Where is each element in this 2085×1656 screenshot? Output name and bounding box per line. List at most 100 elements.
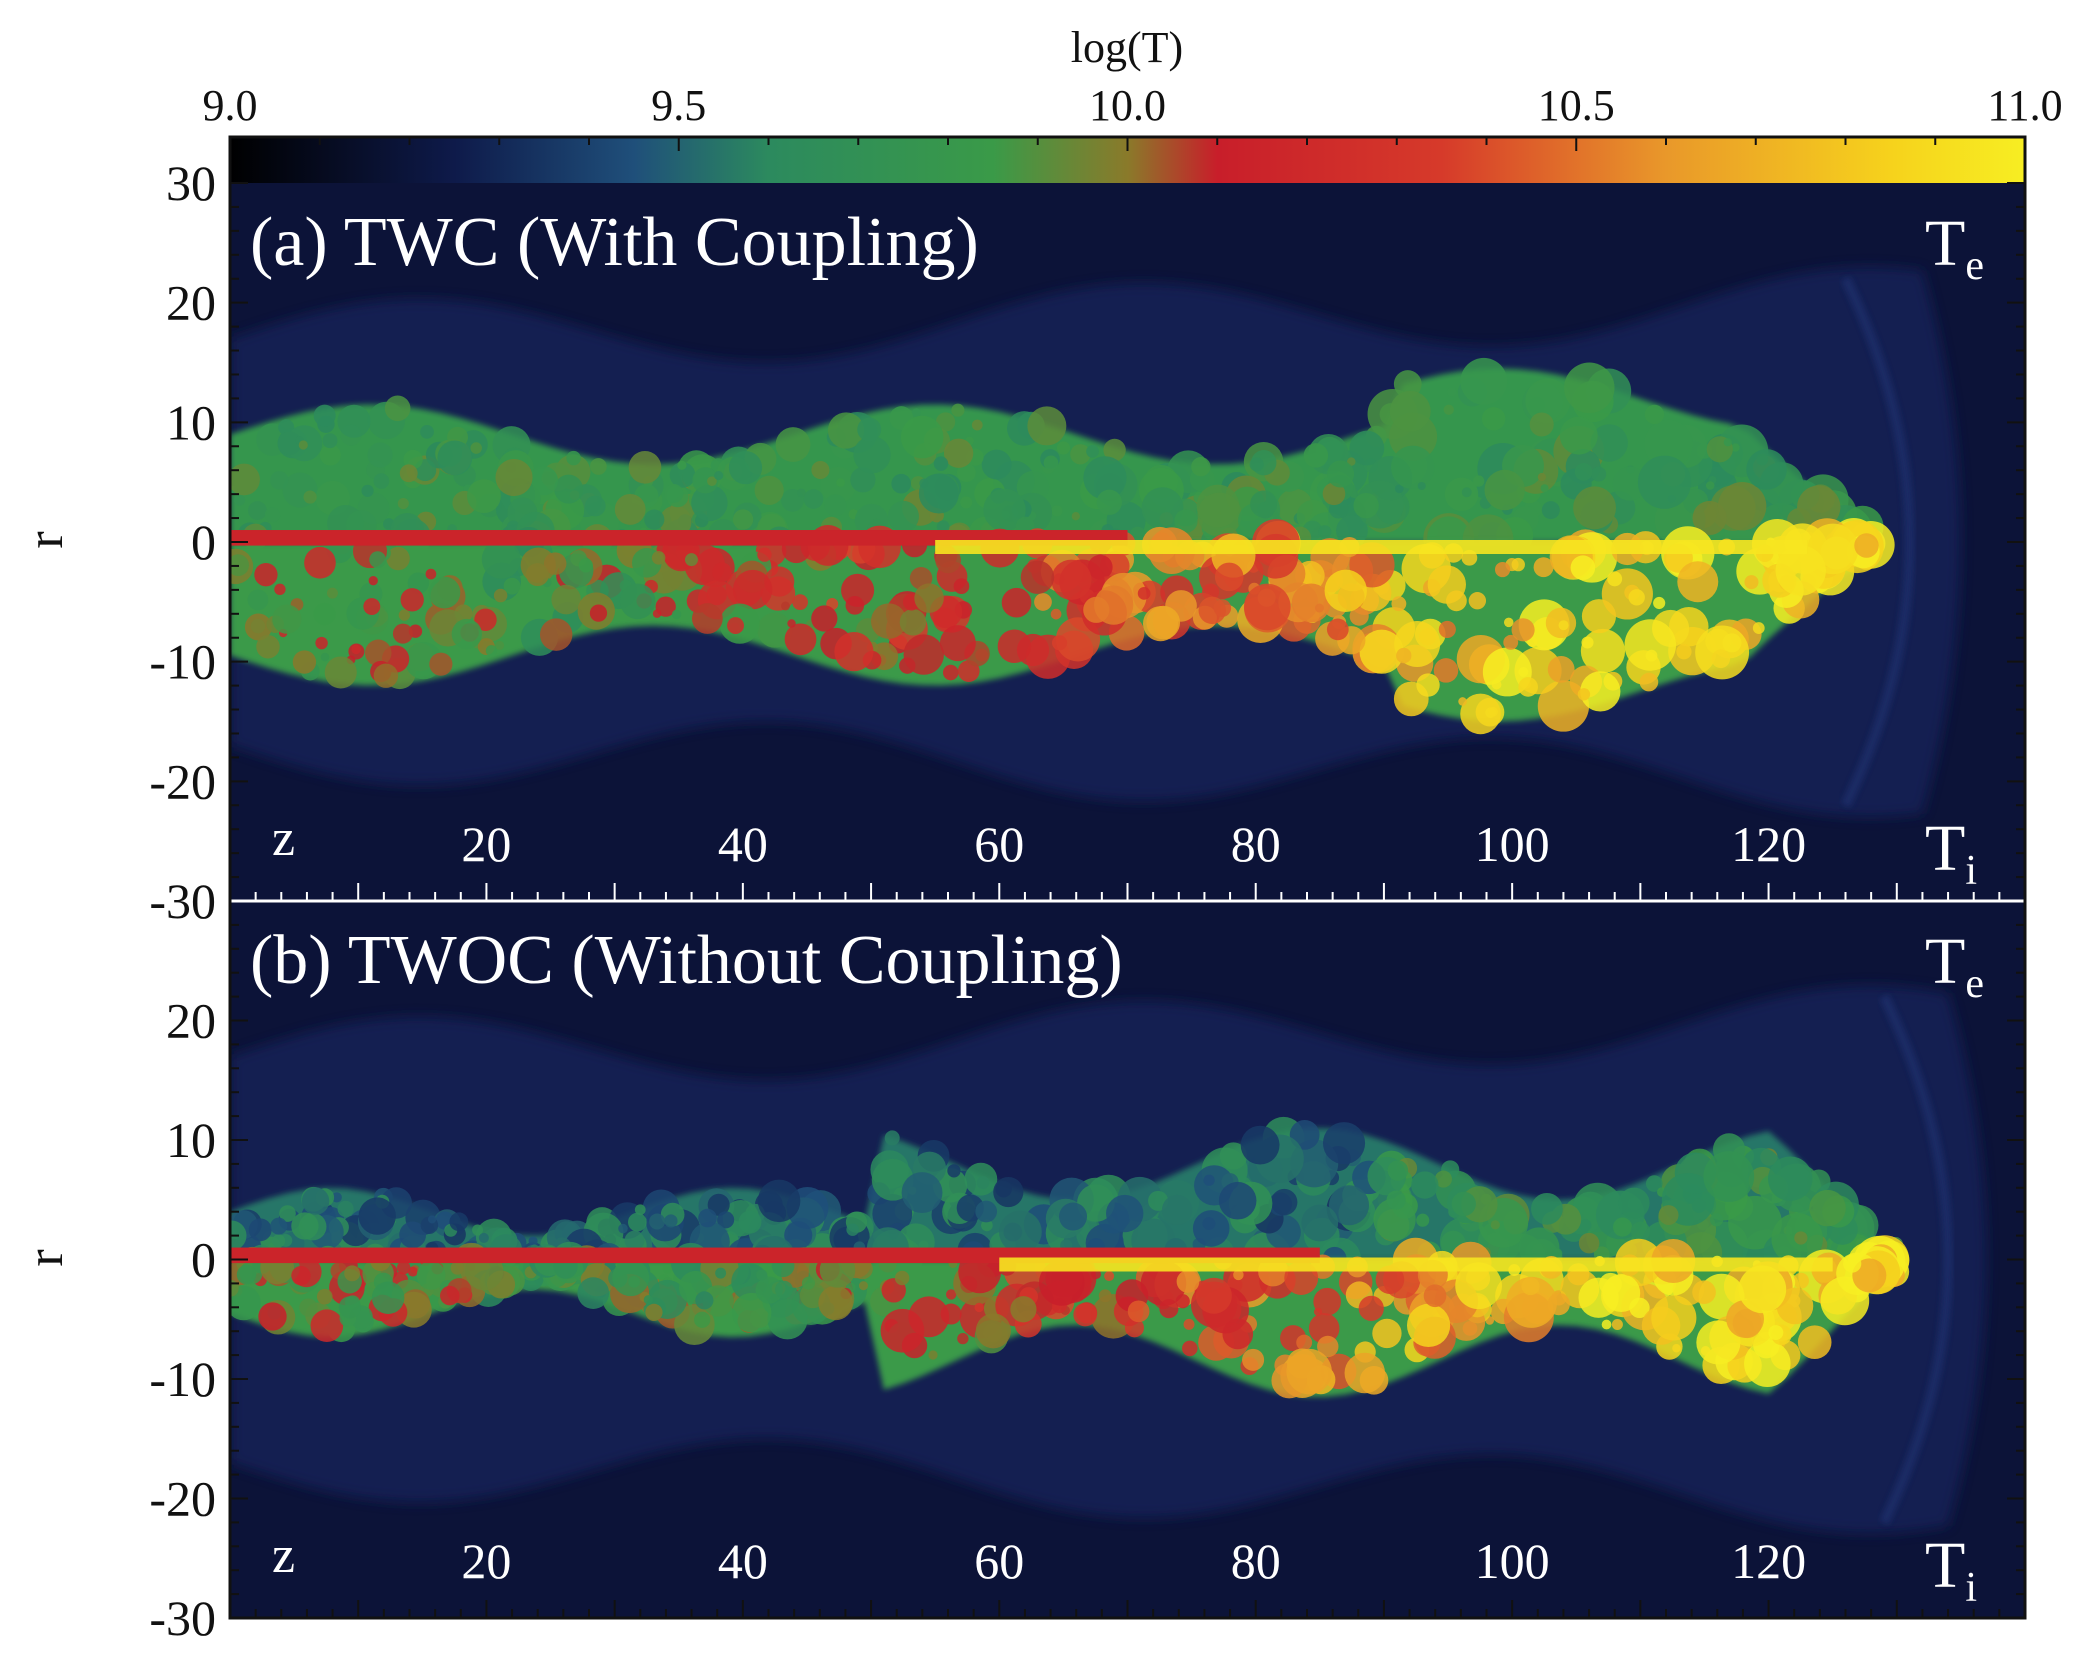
eddy — [543, 552, 567, 575]
panel-a-title: (a) TWC (With Coupling) — [250, 204, 979, 281]
eddy — [717, 1211, 735, 1229]
jet-spine — [230, 530, 1128, 546]
eddy — [803, 489, 824, 509]
panel-b-y-tick-labels: 20 10 0 -10 -20 -30 — [149, 993, 216, 1647]
eddy — [1423, 1284, 1447, 1308]
eddy — [1494, 561, 1511, 578]
eddy — [1137, 587, 1151, 600]
eddy — [645, 1303, 663, 1321]
eddy — [1776, 1287, 1814, 1325]
eddy — [870, 603, 907, 639]
eddy — [1590, 424, 1628, 462]
eddy — [702, 1285, 734, 1317]
eddy — [933, 456, 949, 471]
eddy — [506, 520, 520, 533]
eddy — [1198, 596, 1226, 625]
eddy — [1328, 1185, 1370, 1226]
eddy — [850, 467, 876, 493]
z-tick-label: 40 — [718, 1533, 768, 1589]
eddy — [1098, 1289, 1112, 1303]
eddy — [872, 1193, 913, 1234]
eddy — [627, 1212, 647, 1232]
eddy — [1458, 697, 1467, 706]
eddy — [1521, 1277, 1540, 1296]
eddy — [368, 576, 378, 586]
eddy — [1182, 1340, 1198, 1357]
panel-b-title: (b) TWOC (Without Coupling) — [250, 922, 1123, 999]
eddy — [951, 403, 965, 417]
eddy — [1703, 1151, 1755, 1202]
eddy — [590, 458, 607, 475]
eddy — [313, 404, 336, 427]
z-tick-label: 80 — [1231, 1533, 1281, 1589]
eddy — [1301, 1204, 1339, 1242]
eddy — [707, 1193, 730, 1216]
eddy — [1744, 575, 1759, 590]
eddy — [400, 588, 424, 612]
eddy — [1506, 1276, 1558, 1328]
eddy — [1468, 592, 1487, 610]
eddy — [946, 1289, 957, 1300]
eddy — [894, 1270, 910, 1286]
eddy — [655, 596, 676, 617]
z-tick-label: 100 — [1475, 1533, 1550, 1589]
eddy — [732, 509, 754, 530]
eddy — [1624, 619, 1677, 671]
bow-shock — [1841, 276, 1915, 808]
eddy — [651, 551, 666, 565]
eddy — [757, 1179, 801, 1223]
eddy — [1242, 1348, 1265, 1371]
eddy — [964, 1162, 998, 1196]
eddy — [1050, 608, 1062, 620]
y-tick-label: 10 — [166, 1112, 216, 1168]
eddy — [1797, 1325, 1832, 1360]
eddy — [1372, 1318, 1402, 1349]
eddy — [732, 569, 773, 610]
eddy — [291, 1266, 311, 1286]
eddy — [1518, 677, 1538, 697]
eddy — [1396, 647, 1412, 664]
eddy — [450, 1261, 464, 1275]
eddy — [884, 1130, 900, 1146]
eddy — [1460, 357, 1508, 405]
eddy — [899, 608, 927, 636]
eddy — [1628, 589, 1645, 606]
eddy — [796, 488, 806, 498]
eddy — [939, 625, 976, 662]
eddy — [858, 1281, 868, 1291]
eddy — [692, 467, 719, 494]
eddy — [1317, 1335, 1339, 1358]
eddy — [957, 1332, 969, 1345]
eddy — [1611, 1318, 1623, 1331]
eddy — [528, 1236, 538, 1246]
eddy — [1618, 1187, 1650, 1219]
eddy — [1503, 617, 1514, 628]
eddy — [1511, 557, 1525, 572]
eddy — [993, 1176, 1024, 1208]
eddy — [589, 604, 608, 622]
eddy — [392, 623, 413, 644]
eddy — [279, 1205, 296, 1222]
panel-b: (b) TWOC (Without Coupling) Te Ti z 20 40… — [17, 900, 2026, 1647]
eddy — [1318, 525, 1332, 539]
panel-a-ti-label: Ti — [1925, 812, 1977, 894]
eddy — [659, 505, 692, 538]
eddy — [628, 450, 662, 484]
eddy — [1525, 378, 1571, 424]
eddy — [1393, 370, 1422, 398]
eddy — [981, 449, 1012, 480]
bow-shock — [1879, 994, 1954, 1525]
eddy — [485, 645, 498, 657]
eddy — [230, 463, 260, 496]
eddy — [1303, 443, 1329, 468]
eddy — [1203, 1174, 1215, 1186]
panel-a-field — [230, 266, 1961, 818]
eddy — [495, 458, 533, 497]
eddy — [428, 576, 461, 609]
y-tick-label: 0 — [191, 514, 216, 570]
eddy — [420, 424, 434, 439]
eddy — [1852, 1258, 1887, 1293]
eddy — [577, 1277, 610, 1309]
eddy — [1027, 406, 1067, 446]
eddy — [584, 495, 606, 517]
